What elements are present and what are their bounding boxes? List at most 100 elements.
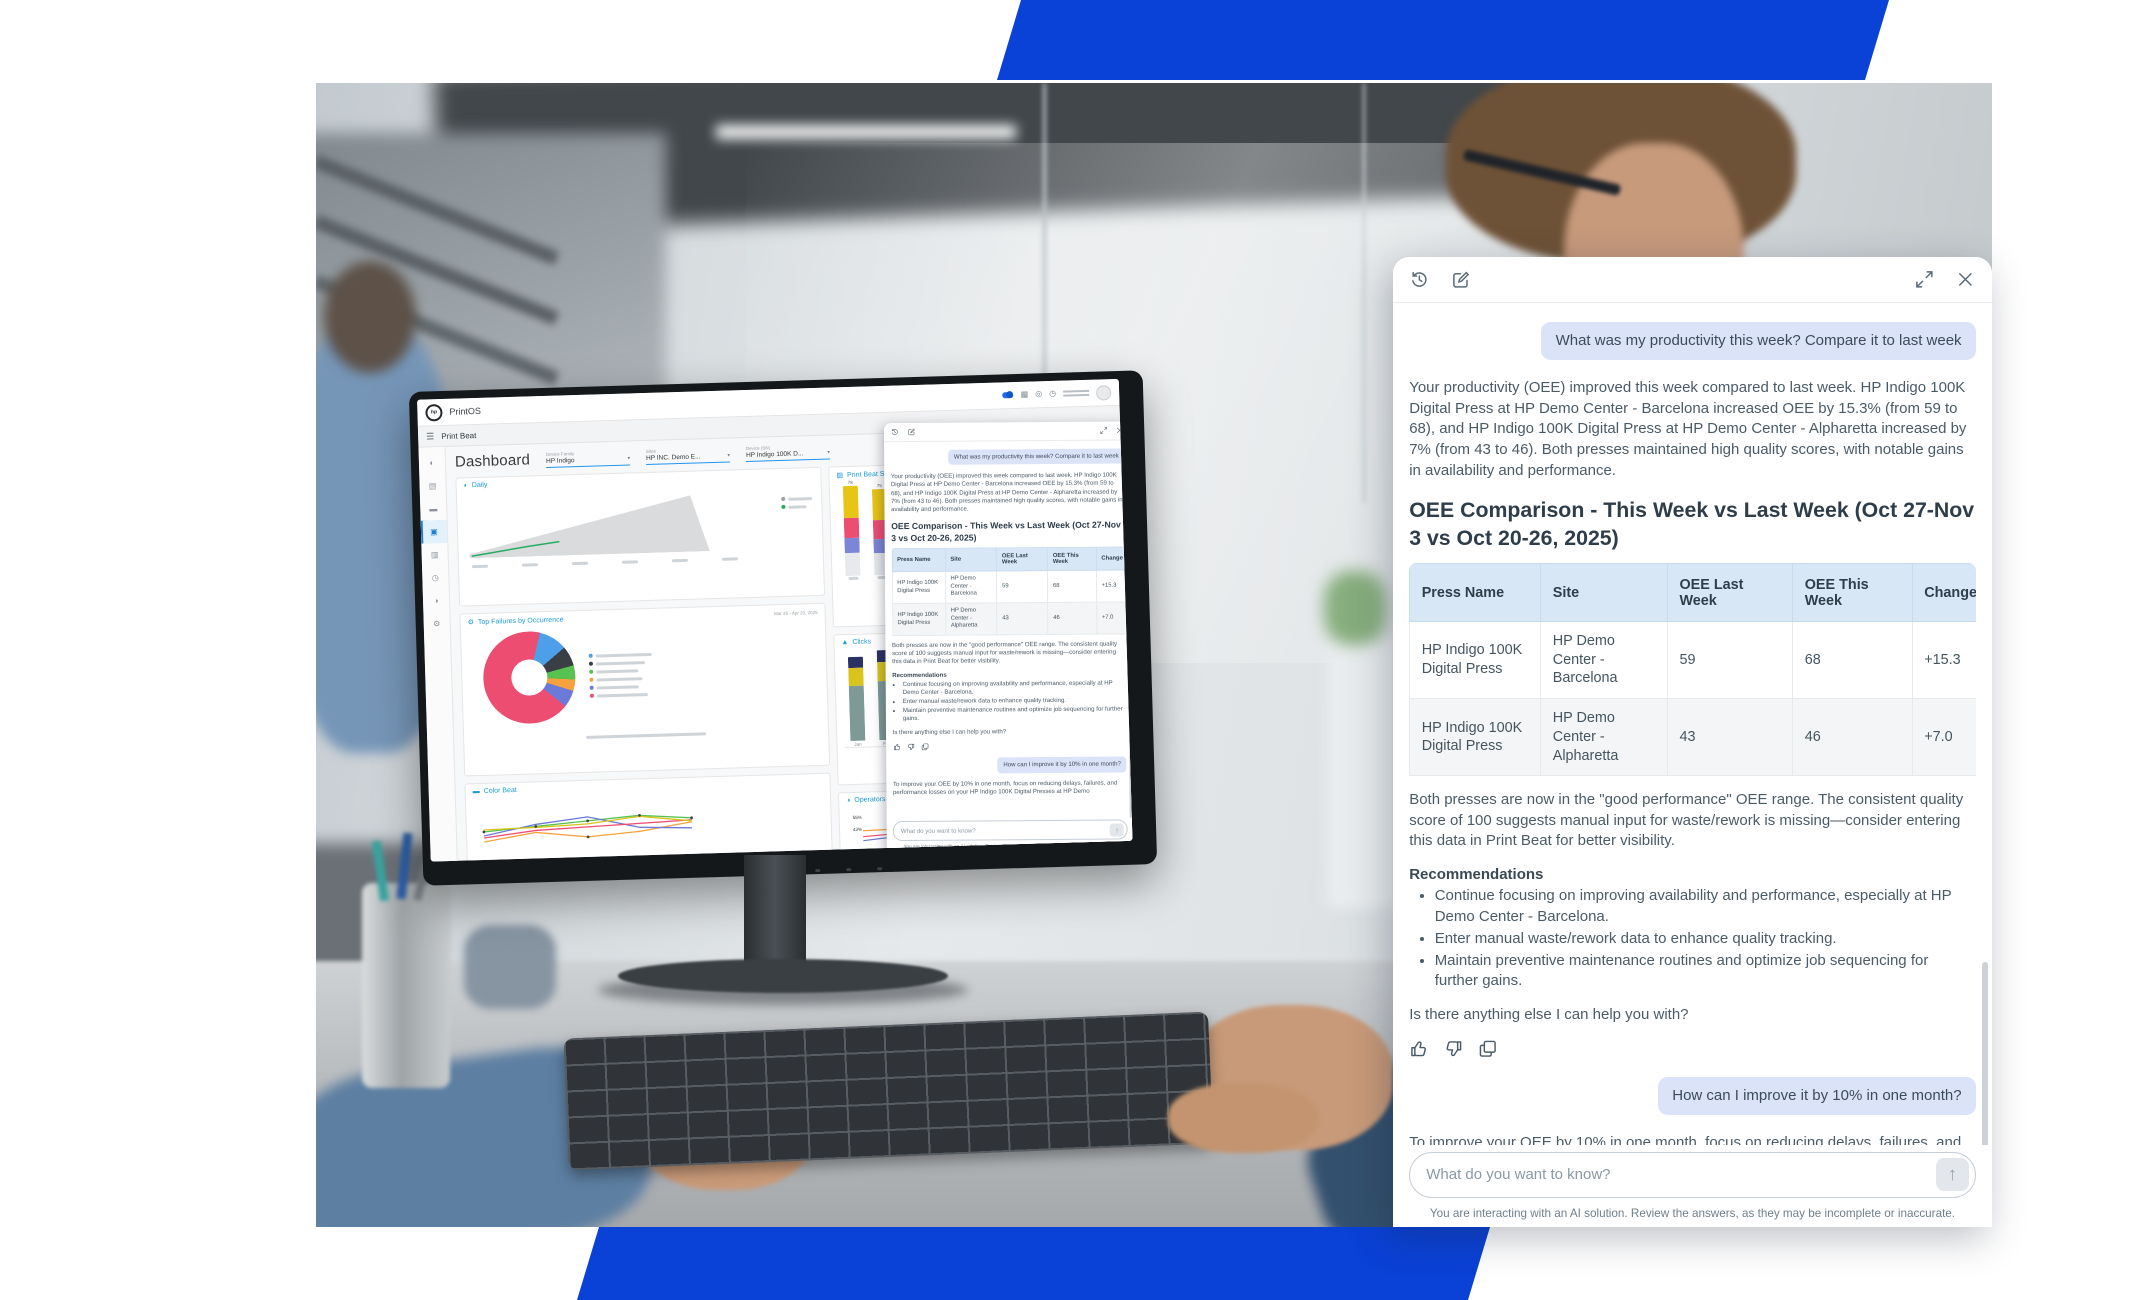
- avatar[interactable]: [1096, 385, 1111, 400]
- send-button[interactable]: ↑: [1110, 823, 1124, 837]
- filter-device-sn[interactable]: Device (SN) HP Indigo 100K D... ▾: [746, 444, 830, 462]
- arrow-up-icon: ↑: [1115, 826, 1119, 834]
- notification-icon[interactable]: ◎: [1035, 390, 1042, 398]
- cell-last: 59: [997, 571, 1048, 603]
- cell-this: 68: [1793, 621, 1913, 698]
- chat-input-pill: ↑: [893, 820, 1127, 842]
- color-beat-chart: [473, 791, 725, 862]
- col-oee-this-week: OEE This Week: [1048, 547, 1097, 570]
- oee-comparison-table: Press Name Site OEE Last Week OEE This W…: [891, 547, 1125, 637]
- oee-comparison-heading: OEE Comparison - This Week vs Last Week …: [891, 520, 1125, 544]
- ai-chat-panel: What was my productivity this week? Comp…: [1393, 257, 1992, 1227]
- app-name: Print Beat: [441, 431, 476, 441]
- toggle-icon[interactable]: [1003, 392, 1014, 398]
- hp-logo: hp: [425, 404, 442, 421]
- grid-icon[interactable]: ▦: [1021, 391, 1029, 399]
- history-icon[interactable]: [1410, 270, 1429, 289]
- recommendation-item: Maintain preventive maintenance routines…: [903, 706, 1127, 724]
- legend-item: [589, 668, 652, 674]
- col-oee-last-week: OEE Last Week: [997, 548, 1048, 571]
- cell-change: +7.0: [1097, 602, 1126, 634]
- daily-chart: [464, 482, 816, 568]
- sidebar-user-icon[interactable]: ◑: [423, 589, 450, 613]
- copy-icon[interactable]: [921, 743, 929, 751]
- badge-icon: ▨: [836, 471, 843, 479]
- recommendations-title: Recommendations: [892, 671, 1126, 680]
- expand-icon[interactable]: [1100, 427, 1108, 435]
- history-icon[interactable]: [891, 428, 899, 436]
- new-chat-icon[interactable]: [908, 428, 916, 436]
- menu-icon[interactable]: ☰: [426, 431, 434, 442]
- score-bar: 78: [843, 480, 861, 580]
- card-daily: ◐ Daily: [455, 467, 825, 607]
- send-button[interactable]: ↑: [1936, 1158, 1970, 1192]
- thumbs-down-icon[interactable]: [1444, 1039, 1464, 1059]
- user-name-text: [1063, 388, 1089, 399]
- cell-change: +7.0: [1912, 699, 1976, 776]
- new-chat-icon[interactable]: [1452, 270, 1471, 289]
- ai-disclaimer: You are interacting with an AI solution.…: [1409, 1207, 1977, 1220]
- sidebar-dashboard-icon[interactable]: ▣: [421, 520, 448, 544]
- clicks-bar: Jan: [848, 657, 866, 747]
- chat-scrollbar[interactable]: [1982, 962, 1987, 1150]
- clock-icon[interactable]: ◷: [1049, 390, 1056, 398]
- legend-item: [589, 676, 652, 682]
- chat-scrollbar[interactable]: [1129, 743, 1132, 819]
- cell-site: HP Demo Center - Barcelona: [1541, 621, 1668, 698]
- cell-change: +15.3: [1912, 621, 1976, 698]
- cell-site: HP Demo Center - Alpharetta: [1541, 699, 1668, 776]
- chevron-down-icon: ▾: [627, 455, 630, 462]
- col-press-name: Press Name: [892, 548, 945, 571]
- monitor-stand-base: [618, 959, 948, 993]
- chat-body: What was my productivity this week? Comp…: [1393, 303, 1992, 1227]
- monitor-screen: hp PrintOS ▦ ◎ ◷ ☰ Print Beat: [417, 379, 1132, 862]
- cell-last: 59: [1667, 621, 1792, 698]
- feedback-row: [1409, 1039, 1976, 1059]
- filter-sites[interactable]: Sites HP INC. Demo E... ▾: [646, 446, 730, 464]
- close-icon[interactable]: [1956, 270, 1975, 289]
- chevron-down-icon: ▾: [827, 450, 830, 457]
- sidebar-gauge-icon[interactable]: ◐: [419, 451, 446, 475]
- thumbs-down-icon[interactable]: [907, 743, 915, 751]
- filter-device-family[interactable]: Device Family HP Indigo ▾: [546, 449, 630, 467]
- chevron-down-icon: ▾: [727, 452, 730, 459]
- background-person-head: [324, 261, 416, 373]
- sidebar-printer-icon[interactable]: ▤: [419, 474, 446, 498]
- recommendation-item: Enter manual waste/rework data to enhanc…: [1435, 929, 1976, 949]
- expand-icon[interactable]: [1915, 270, 1934, 289]
- failures-legend: [589, 652, 653, 698]
- card-top-failures: ⚙ Top Failures by Occurrence Mar 25 - Apr…: [459, 603, 830, 777]
- table-row: HP Indigo 100K Digital Press HP Demo Cen…: [892, 570, 1126, 604]
- recommendation-item: Continue focusing on improving availabil…: [903, 679, 1127, 697]
- assistant-response-outro: Both presses are now in the "good perfor…: [892, 640, 1126, 667]
- col-change: Change: [1912, 564, 1976, 621]
- recommendation-item: Continue focusing on improving availabil…: [1435, 886, 1976, 927]
- assistant-response-outro: Both presses are now in the "good perfor…: [1409, 790, 1976, 852]
- sidebar-jobs-icon[interactable]: ▥: [421, 543, 448, 567]
- col-oee-last-week: OEE Last Week: [1667, 564, 1792, 621]
- card-color-beat: ▬ Color Beat: [464, 773, 834, 862]
- close-icon[interactable]: [1116, 427, 1124, 435]
- user-message-bubble: What was my productivity this week? Comp…: [1541, 322, 1975, 360]
- chat-input[interactable]: [894, 826, 1126, 835]
- sidebar-chart-icon[interactable]: ▬: [420, 497, 447, 521]
- arrow-up-icon: ↑: [1948, 1165, 1957, 1184]
- monitor: hp PrintOS ▦ ◎ ◷ ☰ Print Beat: [409, 370, 1157, 886]
- recommendations-list: Continue focusing on improving availabil…: [1409, 886, 1976, 992]
- assistant-closing: Is there anything else I can help you wi…: [893, 727, 1127, 737]
- sidebar-settings-icon[interactable]: ⚙: [423, 612, 450, 636]
- cell-last: 43: [1667, 699, 1792, 776]
- assistant-response-2: To improve your OEE by 10% in one month,…: [893, 780, 1127, 798]
- thumbs-up-icon[interactable]: [893, 743, 901, 751]
- thumbs-up-icon[interactable]: [1409, 1039, 1429, 1059]
- chat-input[interactable]: [1410, 1166, 1976, 1183]
- sidebar-clock-icon[interactable]: ◷: [422, 566, 449, 590]
- copy-icon[interactable]: [1478, 1039, 1498, 1059]
- cell-site: HP Demo Center - Alpharetta: [945, 603, 997, 635]
- legend-item: [589, 652, 652, 658]
- col-site: Site: [945, 548, 997, 571]
- oee-table-wrap: Press Name Site OEE Last Week OEE This W…: [1409, 563, 1976, 776]
- table-row: HP Indigo 100K Digital Press HP Demo Cen…: [1410, 699, 1976, 776]
- page-canvas: hp PrintOS ▦ ◎ ◷ ☰ Print Beat: [0, 0, 2156, 1300]
- cell-press: HP Indigo 100K Digital Press: [892, 571, 946, 603]
